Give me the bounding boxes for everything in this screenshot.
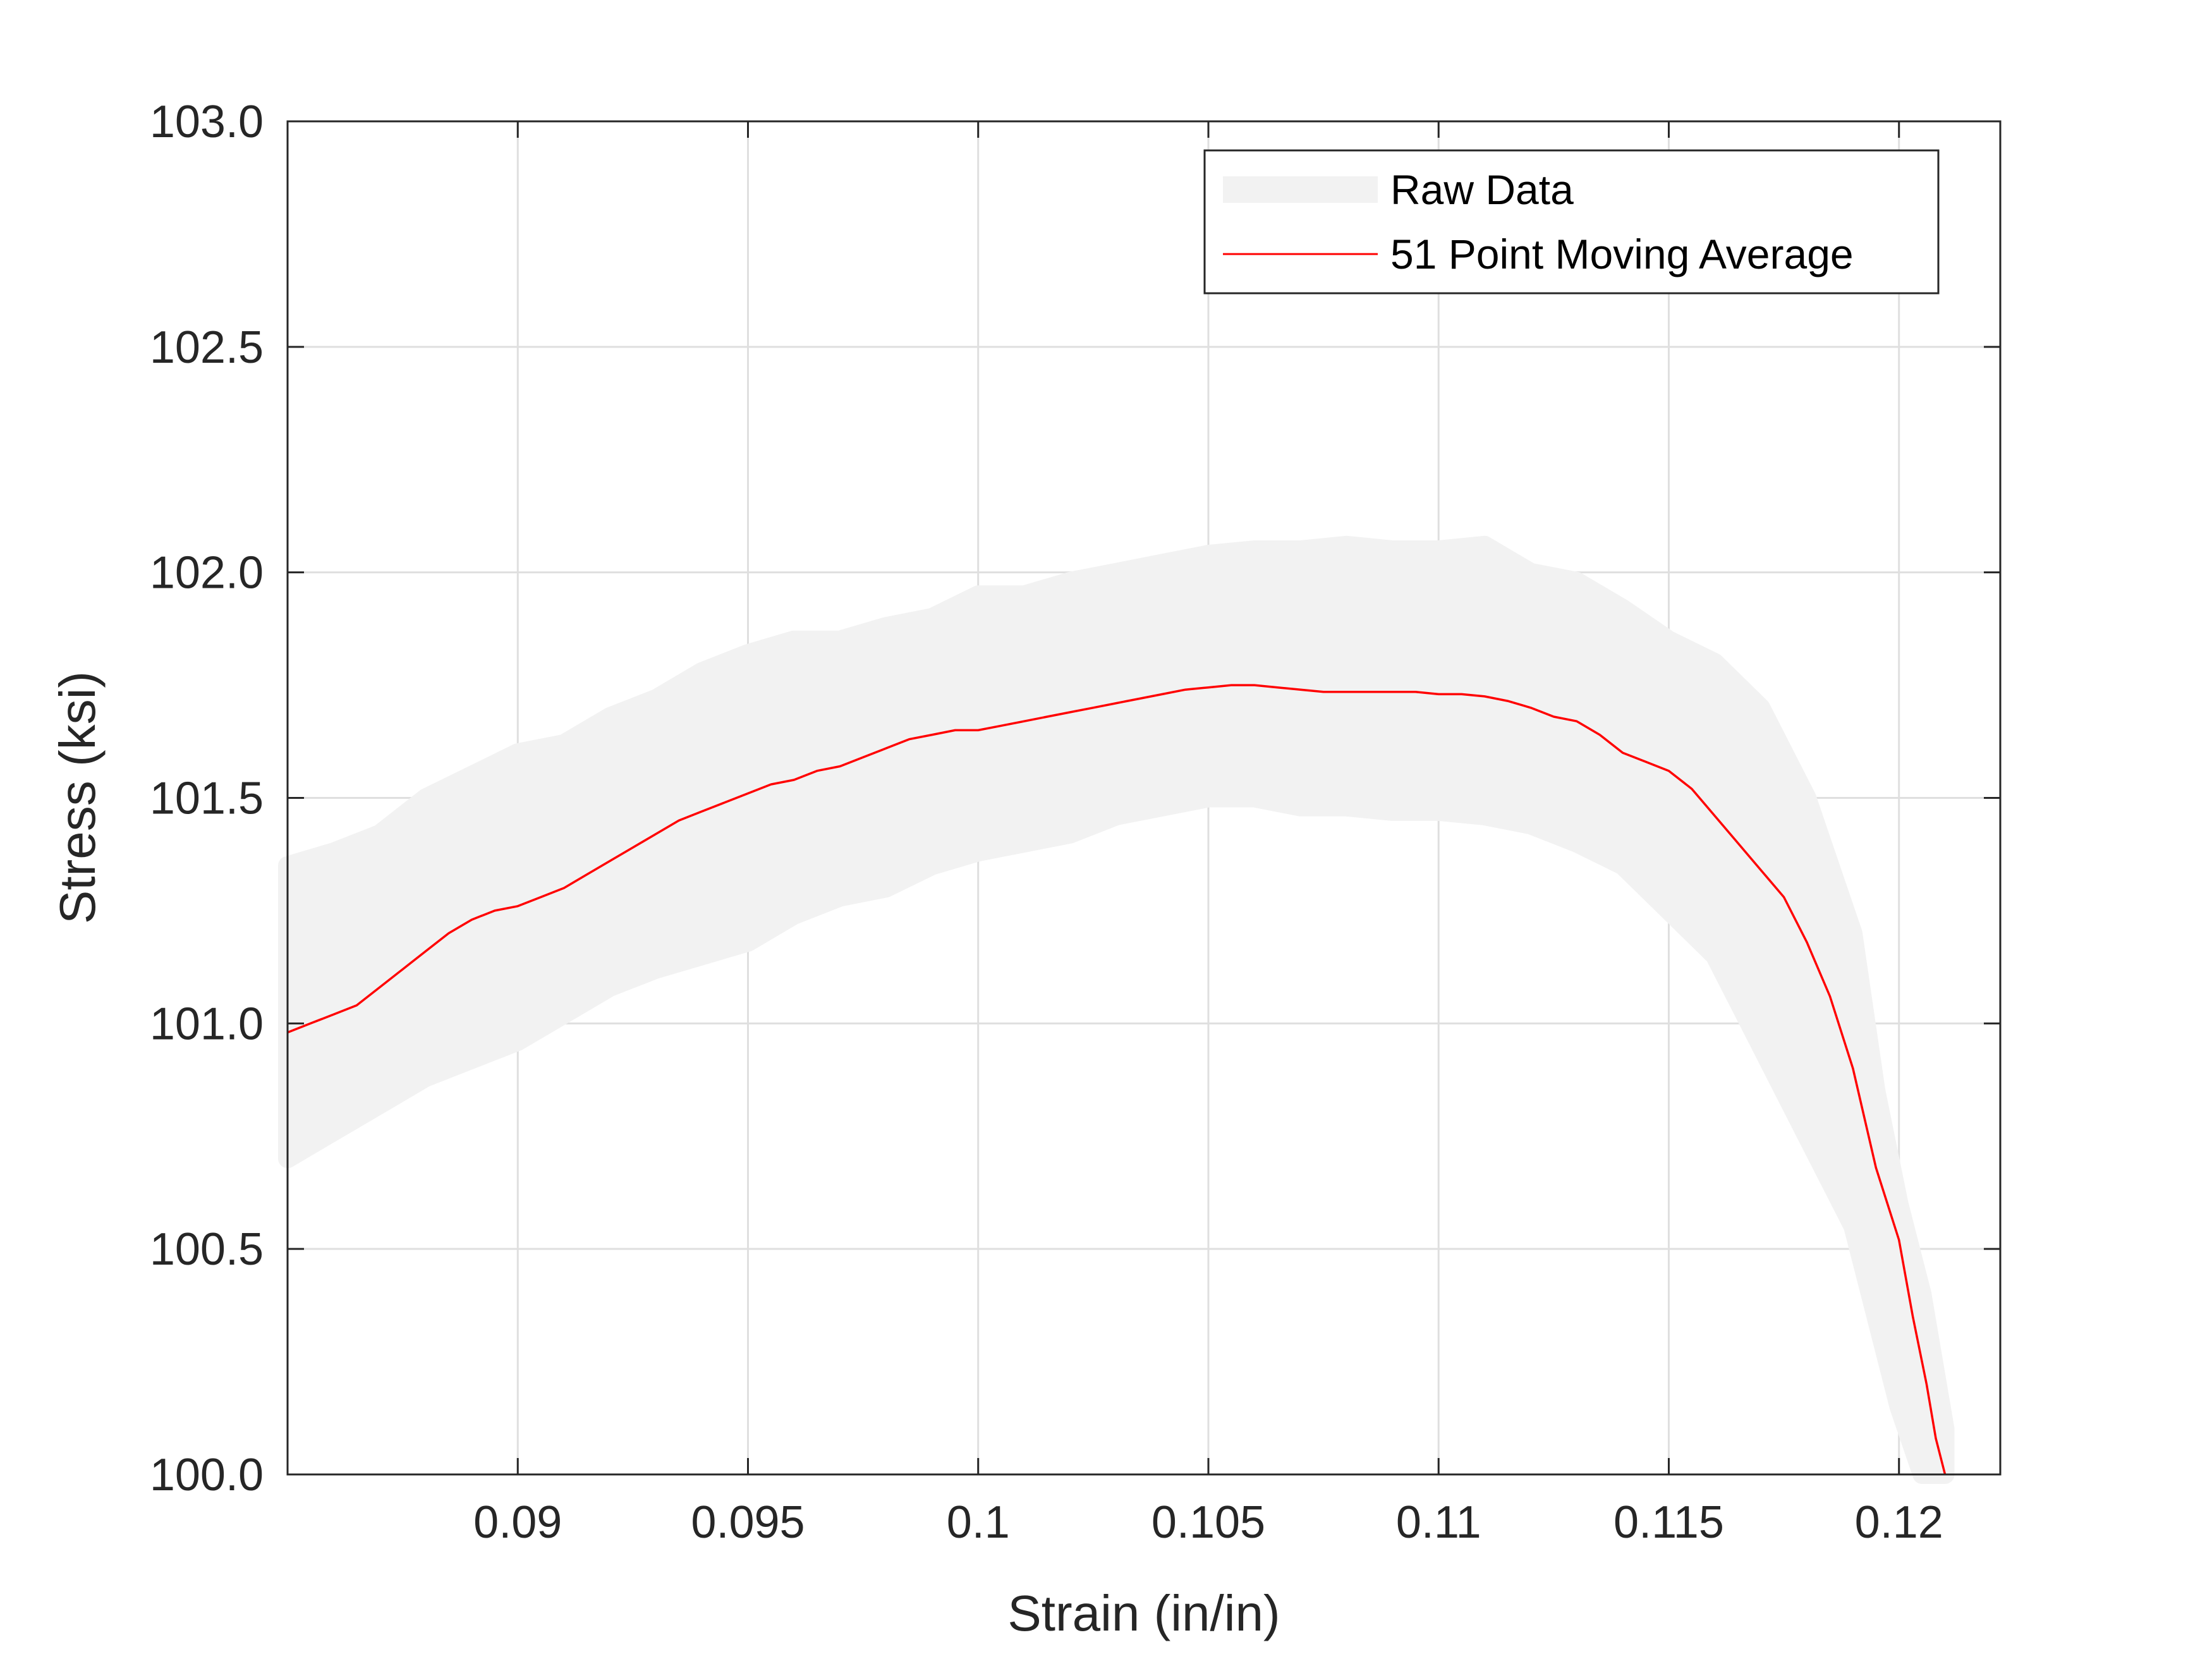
y-tick-labels: 100.0 100.5 101.0 101.5 102.0 102.5 103.0 <box>150 97 264 1500</box>
y-tick-label: 103.0 <box>150 97 264 147</box>
legend-box <box>1203 149 1940 295</box>
y-tick-label: 102.5 <box>150 322 264 373</box>
legend: Raw Data 51 Point Moving Average <box>1203 149 1940 295</box>
x-tick-label: 0.095 <box>691 1497 805 1548</box>
x-tick-label: 0.11 <box>1396 1497 1481 1548</box>
moving-average-line <box>287 684 1947 1475</box>
y-tick-label: 100.5 <box>150 1224 264 1275</box>
x-tick-label: 0.1 <box>947 1497 1010 1548</box>
x-tick-label: 0.105 <box>1152 1497 1265 1548</box>
y-tick-label: 100.0 <box>150 1450 264 1500</box>
y-tick-label: 102.0 <box>150 548 264 599</box>
x-tick-label: 0.12 <box>1855 1497 1943 1548</box>
y-axis-label: Stress (ksi) <box>49 671 106 924</box>
x-tick-label: 0.09 <box>473 1497 562 1548</box>
axis-ticks <box>288 120 2000 1476</box>
moving-average-series <box>287 684 1947 1475</box>
x-axis-label: Strain (in/in) <box>1007 1585 1280 1641</box>
legend-average-label: 51 Point Moving Average <box>1390 231 1854 277</box>
x-tick-label: 0.115 <box>1613 1497 1724 1548</box>
y-tick-label: 101.0 <box>150 999 264 1049</box>
y-tick-label: 101.5 <box>150 774 264 824</box>
x-tick-labels: 0.09 0.095 0.1 0.105 0.11 0.115 0.12 <box>473 1497 1943 1548</box>
legend-raw-label: Raw Data <box>1390 166 1574 213</box>
